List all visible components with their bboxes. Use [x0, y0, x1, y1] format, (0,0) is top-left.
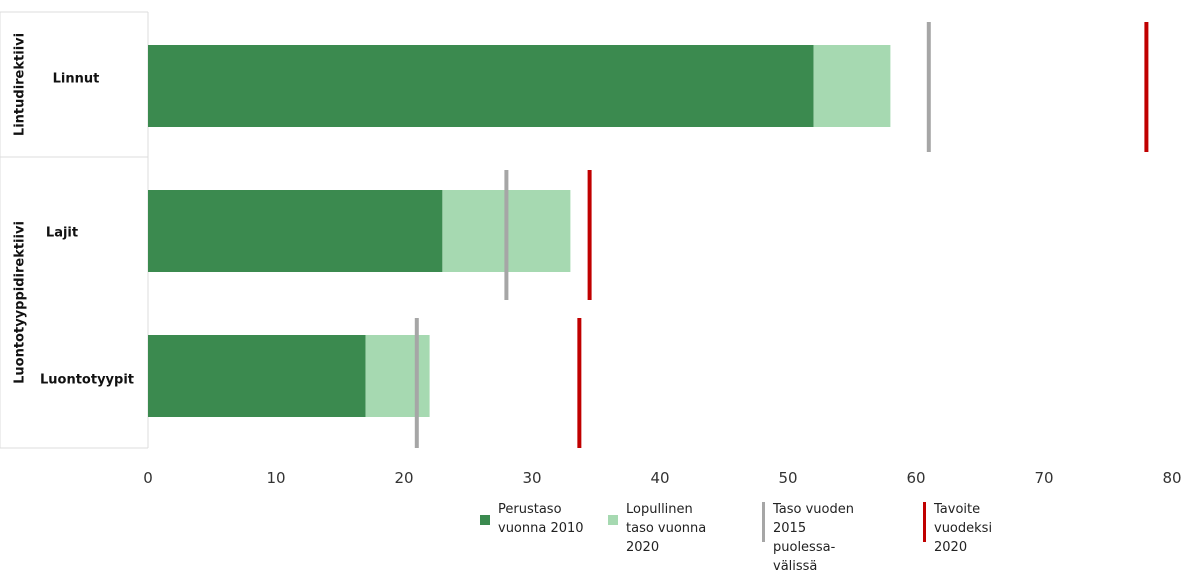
legend: Perustaso vuonna 2010 Lopullinen taso vu…	[480, 500, 1180, 579]
legend-swatch-final	[608, 515, 618, 525]
bar-linnut-final	[813, 45, 891, 127]
legend-label-target: Tavoite vuodeksi 2020	[934, 502, 993, 555]
labels-layer: Linnut Lajit Luontotyypit Lintudirektiivi Lu…	[13, 33, 135, 388]
x-tick-label-70: 70	[1034, 469, 1053, 487]
legend-item-final: Lopullinen taso vuonna 2020	[608, 500, 706, 557]
bar-linnut-baseline	[148, 45, 814, 127]
legend-swatch-baseline	[480, 515, 490, 525]
group-label-lintudirektiivi: Lintudirektiivi	[13, 33, 28, 136]
legend-label-final: Lopullinen taso vuonna 2020	[626, 502, 707, 555]
legend-swatch-midterm	[762, 502, 765, 542]
bar-luontotyypit-baseline	[148, 335, 366, 417]
bar-chart: Linnut Lajit Luontotyypit Lintudirektiivi Lu…	[0, 11, 1182, 487]
x-axis-ticks: 0 10 20 30 40 50 60 70 80	[143, 469, 1181, 487]
x-tick-label-60: 60	[906, 469, 925, 487]
x-tick-label-50: 50	[778, 469, 797, 487]
x-tick-label-0: 0	[143, 469, 153, 487]
legend-item-target: Tavoite vuodeksi 2020	[923, 500, 992, 557]
legend-item-midterm: Taso vuoden 2015 puolessa- välissä	[762, 500, 854, 576]
bar-luontotyypit-final	[365, 335, 430, 417]
x-tick-label-80: 80	[1162, 469, 1181, 487]
x-tick-label-30: 30	[522, 469, 541, 487]
legend-label-midterm: Taso vuoden 2015 puolessa- välissä	[773, 502, 854, 574]
legend-label-baseline: Perustaso vuonna 2010	[498, 502, 584, 536]
x-tick-label-20: 20	[394, 469, 413, 487]
category-label-luontotyypit: Luontotyypit	[40, 373, 134, 388]
x-tick-label-10: 10	[266, 469, 285, 487]
markers-layer	[414, 22, 1149, 448]
bar-lajit-baseline	[148, 190, 443, 272]
group-label-luontotyyppidirektiivi: Luontotyyppidirektiivi	[13, 221, 28, 384]
bars-layer	[148, 45, 891, 417]
category-label-linnut: Linnut	[53, 72, 100, 87]
x-tick-label-40: 40	[650, 469, 669, 487]
category-label-lajit: Lajit	[46, 226, 78, 241]
legend-item-baseline: Perustaso vuonna 2010	[480, 500, 584, 538]
legend-swatch-target	[923, 502, 926, 542]
